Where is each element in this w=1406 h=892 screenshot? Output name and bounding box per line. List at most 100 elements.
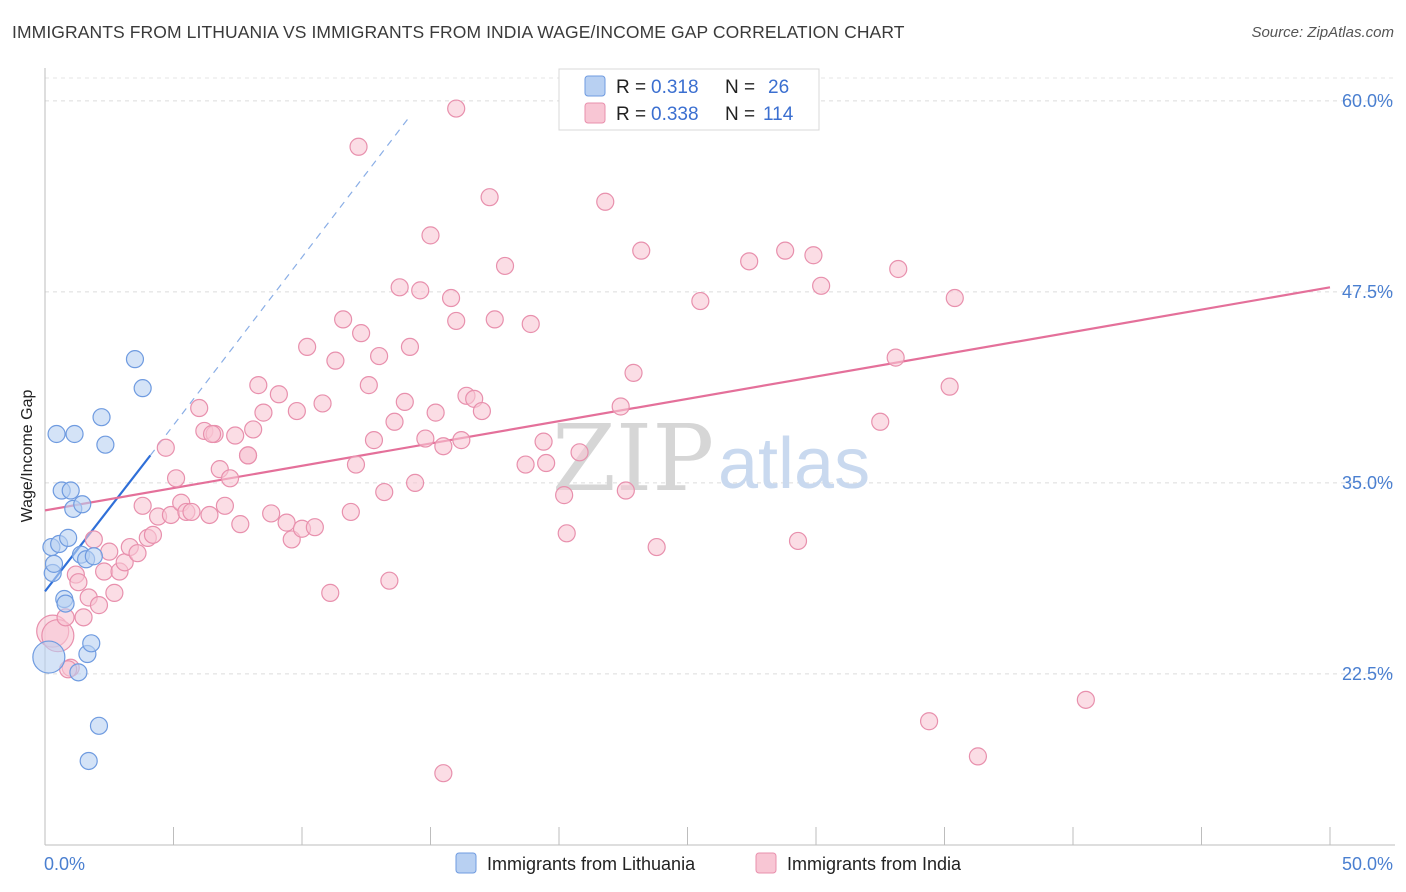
data-point: [156, 438, 175, 457]
data-point: [182, 502, 201, 522]
legend: R = 0.318 N = 26 R = 0.338 N = 114: [558, 68, 820, 131]
x-tick-labels: 0.0% 50.0%: [44, 854, 1393, 874]
data-point: [416, 429, 435, 448]
axes: [44, 68, 1395, 846]
legend-n-label: N =: [725, 104, 755, 125]
data-point: [359, 376, 378, 395]
data-point: [238, 446, 258, 465]
data-point: [254, 403, 273, 422]
data-point: [305, 518, 324, 537]
data-point: [380, 571, 399, 590]
data-point: [611, 397, 630, 416]
watermark: ZIP atlas: [552, 405, 870, 512]
y-tick-label: 22.5%: [1342, 664, 1393, 684]
bottom-legend: Immigrants from Lithuania Immigrants fro…: [455, 852, 962, 874]
data-point: [447, 99, 466, 118]
data-point: [889, 259, 908, 279]
data-point: [472, 401, 491, 421]
data-point: [521, 314, 540, 334]
legend-n-value-india: 114: [763, 104, 794, 125]
chart-title: IMMIGRANTS FROM LITHUANIA VS IMMIGRANTS …: [12, 22, 905, 42]
data-point: [364, 431, 384, 450]
data-point: [269, 385, 288, 404]
y-tick-label: 35.0%: [1342, 473, 1393, 493]
data-point: [441, 288, 461, 308]
data-point: [298, 337, 317, 357]
data-point: [47, 424, 66, 444]
data-point: [555, 486, 574, 505]
data-point: [434, 437, 453, 456]
data-point: [411, 281, 430, 300]
data-point: [405, 473, 425, 492]
data-point: [534, 432, 553, 451]
data-point: [277, 513, 296, 532]
data-point: [940, 377, 959, 396]
data-point: [59, 528, 78, 547]
y-tick-label: 47.5%: [1342, 282, 1393, 302]
data-point: [79, 751, 98, 771]
data-point: [647, 537, 666, 557]
legend-n-value-lithuania: 26: [768, 77, 789, 98]
legend-r-value-india: 0.338: [651, 104, 699, 125]
data-point: [886, 348, 905, 367]
data-point: [56, 594, 75, 613]
watermark-atlas: atlas: [718, 424, 870, 504]
data-point: [776, 241, 795, 260]
trend-lines: [44, 115, 1331, 593]
data-point: [516, 455, 535, 474]
data-point: [616, 481, 635, 500]
data-point: [485, 310, 504, 329]
data-point: [400, 337, 420, 357]
data-point: [84, 547, 103, 566]
data-point: [341, 502, 360, 522]
legend-n-label: N =: [725, 77, 755, 98]
data-point: [215, 496, 234, 515]
data-point: [190, 398, 209, 418]
trend-line-0: [44, 454, 152, 593]
data-point: [74, 608, 93, 627]
data-point: [226, 426, 245, 445]
data-point: [105, 583, 124, 602]
data-point: [61, 481, 80, 500]
data-point: [84, 530, 103, 549]
y-tick-label: 60.0%: [1342, 91, 1393, 111]
data-point: [385, 412, 404, 431]
legend-r-label: R =: [616, 77, 646, 98]
data-point: [220, 469, 240, 488]
data-point: [65, 424, 84, 444]
data-point: [426, 403, 445, 422]
data-point: [334, 310, 353, 329]
data-point: [447, 311, 466, 331]
data-point: [480, 188, 499, 207]
data-point: [262, 504, 281, 523]
data-point: [95, 562, 114, 581]
data-point: [125, 350, 145, 369]
data-point: [390, 278, 409, 297]
data-point: [321, 583, 340, 602]
data-point: [133, 496, 152, 515]
bottom-legend-swatch-lithuania: [455, 852, 477, 874]
data-point: [166, 469, 186, 488]
data-point: [421, 226, 440, 245]
data-point: [596, 192, 615, 211]
data-point: [133, 379, 152, 398]
data-point: [788, 531, 808, 551]
data-point: [82, 634, 101, 653]
data-point: [326, 351, 345, 370]
x-tick-label: 0.0%: [44, 854, 85, 874]
data-point: [32, 640, 66, 674]
data-point: [346, 455, 366, 474]
legend-r-label: R =: [616, 104, 646, 125]
data-point: [89, 716, 109, 735]
data-point: [313, 394, 332, 413]
data-point: [96, 435, 115, 454]
data-point: [287, 401, 306, 421]
source-label: Source: ZipAtlas.com: [1251, 24, 1394, 41]
data-point: [495, 256, 515, 276]
bottom-legend-label-india: Immigrants from India: [787, 854, 962, 874]
data-point: [128, 544, 147, 563]
legend-swatch-lithuania: [584, 75, 606, 97]
data-point: [919, 712, 939, 731]
data-point: [100, 542, 119, 561]
